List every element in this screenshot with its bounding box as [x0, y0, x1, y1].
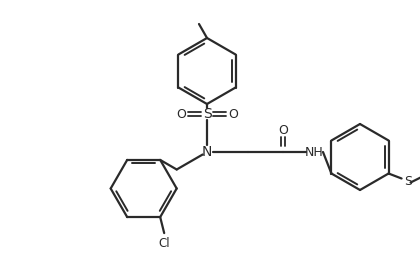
Text: O: O [228, 107, 238, 120]
Text: O: O [278, 123, 288, 137]
Text: O: O [176, 107, 186, 120]
Text: NH: NH [304, 146, 323, 158]
Text: Cl: Cl [158, 237, 170, 250]
Text: S: S [404, 175, 412, 188]
Text: N: N [202, 145, 212, 159]
Text: S: S [202, 107, 211, 121]
